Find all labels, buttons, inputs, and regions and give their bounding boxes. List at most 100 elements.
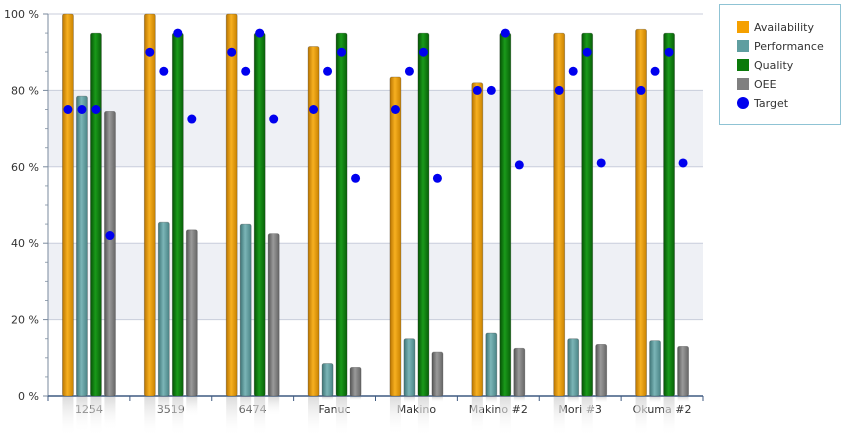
bar-availability-3519 <box>143 13 156 397</box>
target-marker <box>77 105 87 114</box>
bar-quality-3519 <box>171 32 184 397</box>
bar-oee-mori-3 <box>595 344 608 397</box>
target-marker <box>63 105 73 114</box>
bar-reflection <box>389 397 401 436</box>
bar-quality-6474 <box>253 32 266 397</box>
y-tick-label: 20 % <box>11 314 39 327</box>
target-marker <box>351 173 361 183</box>
bar-availability-okuma-2 <box>635 28 647 397</box>
y-tick-label: 40 % <box>11 237 39 250</box>
bar-availability-fanuc <box>307 46 320 397</box>
bar-reflection <box>268 397 280 417</box>
bar-reflection <box>567 397 579 404</box>
target-marker <box>390 105 400 114</box>
bar-quality-okuma-2 <box>663 32 675 397</box>
bar-availability-makino <box>389 76 402 397</box>
bar-reflection <box>663 397 675 437</box>
target-marker <box>500 28 510 38</box>
bar-reflection <box>649 397 661 404</box>
bar-reflection <box>322 397 334 401</box>
bar-reflection <box>254 397 266 437</box>
plot-band <box>48 90 703 167</box>
bar-reflection <box>144 397 156 437</box>
bar-availability-mori-3 <box>553 32 566 397</box>
bar-reflection <box>186 397 198 417</box>
bar-oee-fanuc <box>349 366 362 397</box>
plot-bands <box>48 90 703 320</box>
legend-swatch-quality <box>737 59 749 71</box>
x-tick-label: Mori #3 <box>558 403 602 416</box>
bar-performance-makino <box>403 338 416 397</box>
bar-reflection <box>595 397 607 404</box>
bar-oee-makino-2 <box>513 347 526 397</box>
target-marker <box>227 47 237 57</box>
bar-reflection <box>350 397 362 401</box>
target-marker <box>514 160 524 170</box>
bar-oee-6474 <box>267 233 280 397</box>
bar-reflection <box>581 397 593 437</box>
bar-availability-6474 <box>225 13 238 397</box>
bar-quality-1254 <box>90 32 102 397</box>
bar-oee-okuma-2 <box>677 345 689 397</box>
y-tick-label: 0 % <box>18 390 39 403</box>
bar-reflection <box>553 397 565 437</box>
bar-reflection <box>471 397 483 435</box>
target-marker <box>187 114 197 124</box>
legend-swatch-oee <box>737 78 749 90</box>
target-markers <box>63 28 688 241</box>
bar-performance-fanuc <box>321 363 334 397</box>
bar-reflection <box>485 397 497 405</box>
bar-reflection <box>104 397 116 432</box>
legend-label-oee: OEE <box>754 78 777 91</box>
legend-swatch-performance <box>737 40 749 52</box>
bar-quality-mori-3 <box>581 32 594 397</box>
target-marker <box>91 105 101 114</box>
bar-quality-makino-2 <box>499 32 512 397</box>
bar-quality-fanuc <box>335 32 348 397</box>
bar-reflection <box>499 397 511 437</box>
y-tick-label: 60 % <box>11 161 39 174</box>
plot-band <box>48 243 703 320</box>
legend-label-performance: Performance <box>754 40 824 53</box>
legend-label-availability: Availability <box>754 21 814 34</box>
target-marker <box>309 105 319 114</box>
target-marker <box>432 173 442 183</box>
bar-reflection <box>158 397 170 418</box>
target-marker <box>241 66 251 76</box>
bar-reflection <box>62 397 74 437</box>
x-tick-label: Okuma #2 <box>633 403 692 416</box>
target-marker <box>323 66 333 76</box>
target-marker <box>337 47 347 57</box>
bar-reflection <box>90 397 102 437</box>
bar-availability-1254 <box>62 13 74 397</box>
target-marker <box>554 85 564 95</box>
bar-performance-okuma-2 <box>649 340 661 397</box>
target-marker <box>418 47 428 57</box>
axes: 0 % 20 % 40 % 60 % 80 % 100 % <box>4 8 704 403</box>
legend-label-target: Target <box>753 97 789 110</box>
legend-swatch-target <box>737 97 749 109</box>
y-tick-label: 80 % <box>11 84 39 97</box>
bar-reflection <box>513 397 525 403</box>
bar-performance-1254 <box>76 95 88 397</box>
bar-reflection <box>677 397 689 403</box>
y-tick-label: 100 % <box>4 8 39 21</box>
bar-oee-3519 <box>185 229 198 397</box>
bars <box>62 13 689 437</box>
target-marker <box>159 66 169 76</box>
legend-label-quality: Quality <box>754 59 794 72</box>
target-marker <box>255 28 265 38</box>
target-marker <box>404 66 414 76</box>
target-marker <box>105 231 115 241</box>
target-marker <box>596 158 606 168</box>
bar-reflection <box>226 397 238 437</box>
x-tick-label: Makino #2 <box>469 403 528 416</box>
bar-performance-makino-2 <box>485 332 498 397</box>
target-marker <box>568 66 578 76</box>
bar-reflection <box>403 397 415 404</box>
x-tick-label: Makino <box>397 403 437 416</box>
target-marker <box>650 66 660 76</box>
legend: Availability Performance Quality OEE Target <box>719 4 841 125</box>
